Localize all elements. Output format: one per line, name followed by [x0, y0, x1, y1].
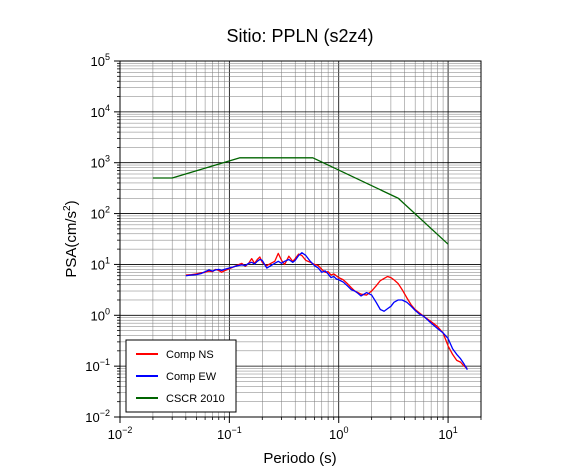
y-axis-label: PSA(cm/s2): [62, 200, 80, 277]
x-tick-label-exp: −2: [122, 425, 132, 435]
y-tick-label-exp: 0: [105, 306, 110, 316]
y-axis-label-end: ): [63, 200, 80, 205]
plot-frame: [119, 60, 482, 418]
series-line-3: [152, 157, 449, 245]
y-tick-label-base: 10: [91, 54, 105, 69]
y-tick-label-exp: 4: [105, 103, 110, 113]
y-tick-label-base: 10: [91, 105, 105, 120]
y-tick-label-base: 10: [91, 257, 105, 272]
y-tick-label-base: 10: [91, 207, 105, 222]
x-tick-label-exp: 0: [343, 425, 348, 435]
y-tick-label-exp: −2: [100, 408, 110, 418]
y-tick-label: 104: [91, 103, 110, 120]
x-tick-label-exp: 1: [453, 425, 458, 435]
grid: [119, 60, 482, 418]
y-tick-label: 10−1: [85, 357, 110, 374]
x-tick-label-exp: −1: [231, 425, 241, 435]
y-tick-label-exp: −1: [100, 357, 110, 367]
y-tick-label-base: 10: [91, 156, 105, 171]
legend: Comp NS Comp EW CSCR 2010: [125, 339, 237, 413]
x-tick-label-base: 10: [329, 427, 343, 442]
y-tick-label-base: 10: [91, 308, 105, 323]
x-tick-labels: 10−2 10−1 100 101: [108, 425, 458, 442]
x-tick-label-base: 10: [438, 427, 452, 442]
chart-title: Sitio: PPLN (s2z4): [226, 26, 373, 46]
y-axis-label-base: PSA(cm/s: [63, 211, 80, 278]
legend-label: Comp NS: [166, 349, 214, 361]
series-line-2: [185, 252, 468, 371]
x-tick-label: 10−1: [217, 425, 242, 442]
y-tick-label: 105: [91, 52, 110, 69]
x-tick-label: 101: [438, 425, 457, 442]
y-tick-label-base: 10: [85, 410, 99, 425]
y-tick-label: 100: [91, 306, 110, 323]
x-tick-label: 10−2: [108, 425, 133, 442]
x-tick-label-base: 10: [108, 427, 122, 442]
series-layer: [152, 157, 468, 371]
legend-label: Comp EW: [166, 371, 217, 383]
y-tick-label-exp: 2: [105, 205, 110, 215]
y-tick-label-exp: 5: [105, 52, 110, 62]
y-tick-label-exp: 3: [105, 154, 110, 164]
y-axis-label-sup: 2: [62, 205, 73, 211]
x-tick-label: 100: [329, 425, 348, 442]
legend-label: CSCR 2010: [166, 393, 225, 405]
y-tick-label: 103: [91, 154, 110, 171]
x-axis-label: Periodo (s): [263, 450, 336, 467]
y-tick-label: 101: [91, 255, 110, 272]
y-tick-label-exp: 1: [105, 255, 110, 265]
x-tick-label-base: 10: [217, 427, 231, 442]
y-tick-label: 10−2: [85, 408, 110, 425]
ticks: [114, 60, 482, 423]
y-tick-label-base: 10: [85, 359, 99, 374]
y-tick-label: 102: [91, 205, 110, 222]
